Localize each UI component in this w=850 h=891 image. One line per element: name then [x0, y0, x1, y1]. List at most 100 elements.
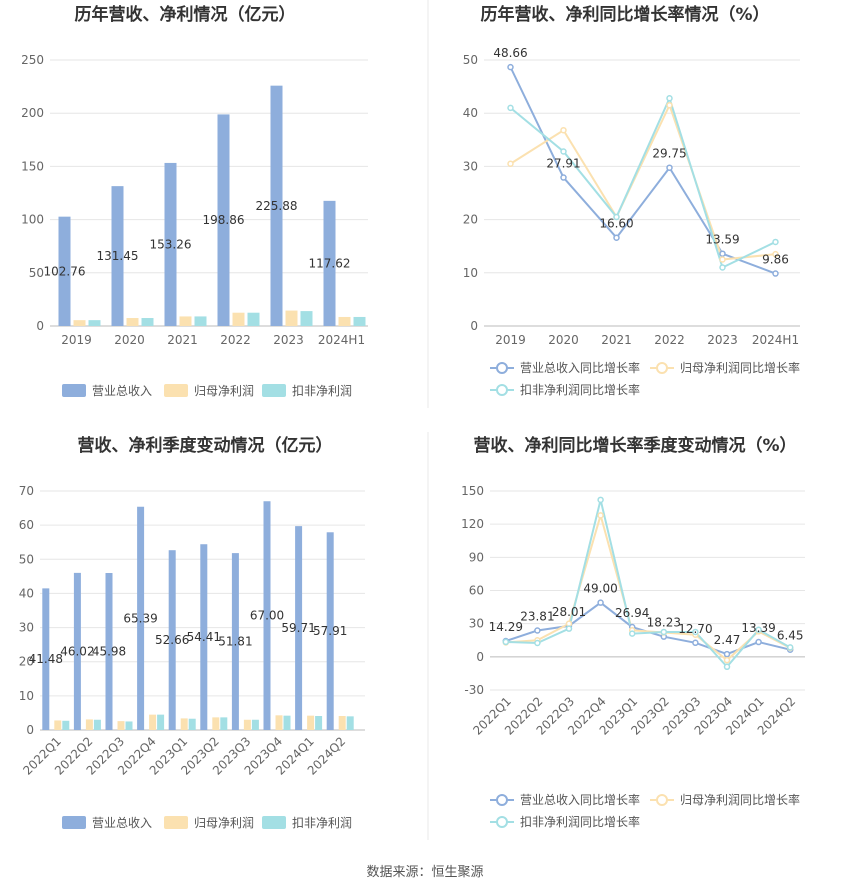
bar-net-profit	[85, 719, 93, 730]
y-tick-label: 120	[461, 517, 484, 531]
data-label: 153.26	[150, 237, 192, 251]
data-label: 41.48	[29, 652, 63, 666]
bar-deducted-profit	[157, 714, 165, 730]
bar-deducted-profit	[283, 715, 291, 730]
bar-net-profit	[149, 714, 157, 730]
data-label: 2.47	[714, 633, 741, 647]
y-tick-label: 100	[21, 213, 44, 227]
legend-label: 归母净利润	[194, 384, 254, 398]
chart-title: 历年营收、净利情况（亿元）	[75, 4, 296, 25]
data-label: 14.29	[489, 620, 523, 634]
bar-net-profit	[307, 715, 315, 730]
bar-net-profit	[212, 717, 220, 730]
data-label: 65.39	[123, 611, 157, 625]
bar-net-profit	[243, 719, 251, 730]
y-tick-label: 10	[19, 689, 34, 703]
bar-deducted-profit	[88, 320, 101, 326]
data-label: 54.41	[187, 630, 221, 644]
y-tick-label: 150	[461, 484, 484, 498]
line-deducted-profit-growth	[505, 499, 791, 669]
data-label: 102.76	[44, 264, 86, 278]
point-revenue-growth	[755, 638, 762, 646]
y-tick-label: 30	[469, 617, 484, 631]
point-net-profit-growth	[597, 512, 604, 519]
legend-label: 扣非净利润同比增长率	[520, 382, 640, 397]
point-net-profit-growth	[723, 656, 731, 664]
legend-label: 营业总收入同比增长率	[520, 360, 640, 375]
point-revenue-growth	[507, 63, 514, 71]
point-revenue-growth	[719, 250, 726, 257]
bar-revenue	[58, 216, 71, 326]
bar-deducted-profit	[220, 717, 228, 730]
chart-title: 历年营收、净利同比增长率情况（%）	[480, 4, 769, 25]
bar-deducted-profit	[188, 718, 196, 730]
bar-net-profit	[275, 715, 283, 730]
y-tick-label: 70	[19, 484, 34, 498]
data-label: 13.59	[705, 233, 739, 247]
bar-deducted-profit	[125, 721, 133, 730]
data-label: 59.71	[281, 621, 315, 635]
data-label: 26.94	[615, 606, 649, 620]
bar-revenue	[73, 572, 81, 730]
legend-swatch	[62, 816, 86, 829]
bar-revenue	[42, 588, 50, 730]
bar-revenue	[111, 186, 124, 326]
data-source: 数据来源：恒生聚源	[366, 865, 483, 880]
data-label: 23.81	[520, 610, 554, 624]
line-net-profit-growth	[509, 102, 776, 261]
bar-deducted-profit	[353, 316, 366, 326]
data-label: 29.75	[652, 147, 686, 161]
bar-revenue	[323, 200, 336, 326]
bar-revenue	[164, 162, 177, 326]
point-net-profit-growth	[719, 256, 726, 263]
bar-net-profit	[338, 716, 346, 730]
point-deducted-profit-growth	[692, 628, 699, 636]
bar-net-profit	[73, 320, 86, 326]
bar-deducted-profit	[141, 318, 154, 326]
data-label: 198.86	[203, 213, 245, 227]
data-label: 225.88	[256, 199, 298, 213]
y-tick-label: 30	[19, 621, 34, 635]
data-label: 52.66	[155, 633, 189, 647]
y-tick-label: -30	[464, 683, 484, 697]
point-deducted-profit-growth	[719, 264, 726, 271]
point-deducted-profit-growth	[723, 663, 731, 671]
y-tick-label: 10	[463, 266, 478, 280]
point-deducted-profit-growth	[534, 639, 541, 647]
bar-revenue	[137, 506, 145, 730]
bar-revenue	[270, 85, 283, 326]
x-tick-label: 2024H1	[752, 333, 799, 347]
data-label: 131.45	[97, 249, 139, 263]
legend-marker	[496, 794, 508, 806]
x-tick-label: 2020	[114, 333, 145, 347]
y-tick-label: 50	[463, 53, 478, 67]
point-revenue-growth	[534, 627, 541, 634]
y-tick-label: 0	[36, 319, 44, 333]
x-tick-label: 2019	[61, 333, 92, 347]
legend-label: 归母净利润	[194, 816, 254, 830]
point-net-profit-growth	[666, 101, 673, 109]
x-tick-label: 2019	[495, 333, 526, 347]
point-deducted-profit-growth	[502, 638, 510, 646]
y-tick-label: 60	[469, 584, 484, 598]
bar-net-profit	[285, 310, 298, 326]
point-deducted-profit-growth	[666, 95, 673, 102]
bar-net-profit	[179, 316, 192, 326]
y-tick-label: 30	[463, 159, 478, 173]
data-label: 57.91	[313, 624, 347, 638]
bar-deducted-profit	[93, 719, 101, 730]
point-deducted-profit-growth	[755, 626, 762, 633]
legend-label: 扣非净利润同比增长率	[520, 814, 640, 829]
legend-swatch	[262, 816, 286, 829]
point-revenue-growth	[666, 164, 673, 171]
point-net-profit-growth	[772, 250, 779, 258]
point-deducted-profit-growth	[660, 628, 668, 636]
legend-label: 归母净利润同比增长率	[680, 360, 800, 375]
y-tick-label: 20	[19, 655, 34, 669]
bar-revenue	[295, 526, 303, 730]
x-tick-label: 2022	[220, 333, 251, 347]
legend-marker	[656, 362, 668, 374]
legend-label: 扣非净利润	[292, 384, 352, 398]
bar-deducted-profit	[194, 316, 207, 326]
